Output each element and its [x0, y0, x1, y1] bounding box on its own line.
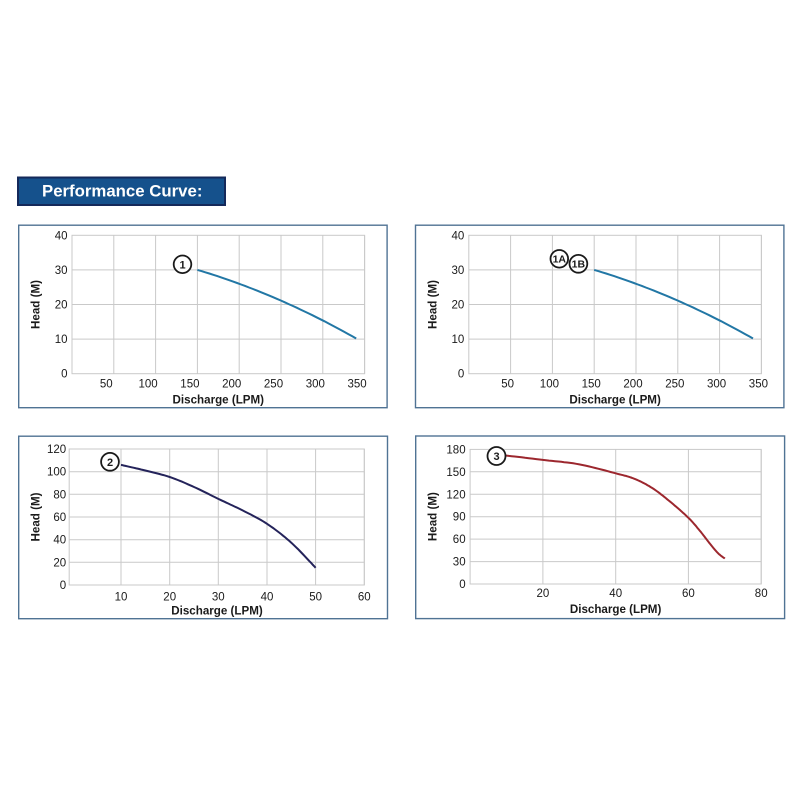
svg-text:30: 30 — [55, 265, 68, 277]
svg-text:300: 300 — [306, 378, 325, 390]
svg-text:350: 350 — [348, 378, 367, 390]
svg-text:80: 80 — [53, 489, 66, 501]
svg-text:20: 20 — [163, 591, 176, 603]
svg-text:20: 20 — [537, 588, 550, 600]
svg-text:60: 60 — [682, 588, 695, 600]
svg-text:30: 30 — [453, 557, 466, 569]
svg-text:1A: 1A — [553, 254, 567, 266]
svg-text:300: 300 — [707, 378, 726, 390]
svg-text:40: 40 — [609, 588, 622, 600]
svg-text:250: 250 — [264, 378, 283, 390]
svg-text:90: 90 — [453, 512, 466, 524]
svg-text:3: 3 — [493, 451, 499, 463]
svg-text:180: 180 — [446, 444, 465, 456]
svg-text:Head (M): Head (M) — [427, 492, 440, 541]
svg-text:Head (M): Head (M) — [30, 280, 43, 329]
svg-text:40: 40 — [53, 535, 66, 547]
svg-text:10: 10 — [115, 591, 128, 603]
svg-text:Discharge (LPM): Discharge (LPM) — [570, 603, 662, 616]
svg-text:100: 100 — [540, 378, 559, 390]
svg-text:20: 20 — [53, 557, 66, 569]
svg-text:0: 0 — [459, 579, 465, 591]
svg-text:2: 2 — [107, 457, 113, 469]
svg-text:40: 40 — [452, 230, 465, 242]
svg-text:100: 100 — [47, 467, 66, 479]
svg-text:60: 60 — [53, 512, 66, 524]
svg-text:0: 0 — [60, 580, 66, 592]
svg-text:0: 0 — [61, 369, 67, 381]
svg-text:120: 120 — [47, 444, 66, 456]
svg-text:Discharge (LPM): Discharge (LPM) — [173, 394, 265, 407]
svg-text:150: 150 — [180, 378, 199, 390]
svg-text:250: 250 — [665, 378, 684, 390]
svg-text:Discharge (LPM): Discharge (LPM) — [171, 605, 263, 618]
svg-text:150: 150 — [582, 378, 601, 390]
svg-text:Head (M): Head (M) — [30, 492, 43, 541]
svg-text:350: 350 — [749, 378, 768, 390]
svg-text:1B: 1B — [572, 259, 586, 271]
svg-text:150: 150 — [446, 467, 465, 479]
svg-text:20: 20 — [55, 300, 68, 312]
svg-text:30: 30 — [212, 591, 225, 603]
svg-text:40: 40 — [261, 591, 274, 603]
svg-text:0: 0 — [458, 369, 464, 381]
svg-text:30: 30 — [452, 265, 465, 277]
svg-text:20: 20 — [452, 300, 465, 312]
svg-text:50: 50 — [309, 591, 322, 603]
svg-text:50: 50 — [100, 378, 113, 390]
svg-text:40: 40 — [55, 230, 68, 242]
svg-text:50: 50 — [501, 378, 514, 390]
svg-text:10: 10 — [452, 334, 465, 346]
svg-text:80: 80 — [755, 588, 768, 600]
svg-text:200: 200 — [222, 378, 241, 390]
svg-text:60: 60 — [358, 591, 371, 603]
svg-text:120: 120 — [446, 489, 465, 501]
svg-text:100: 100 — [139, 378, 158, 390]
svg-text:Head (M): Head (M) — [426, 280, 439, 329]
svg-text:Discharge (LPM): Discharge (LPM) — [569, 394, 661, 407]
svg-text:1: 1 — [179, 259, 185, 271]
svg-text:10: 10 — [55, 334, 68, 346]
svg-text:200: 200 — [623, 378, 642, 390]
svg-text:60: 60 — [453, 534, 466, 546]
svg-text:Performance Curve:: Performance Curve: — [42, 181, 202, 200]
